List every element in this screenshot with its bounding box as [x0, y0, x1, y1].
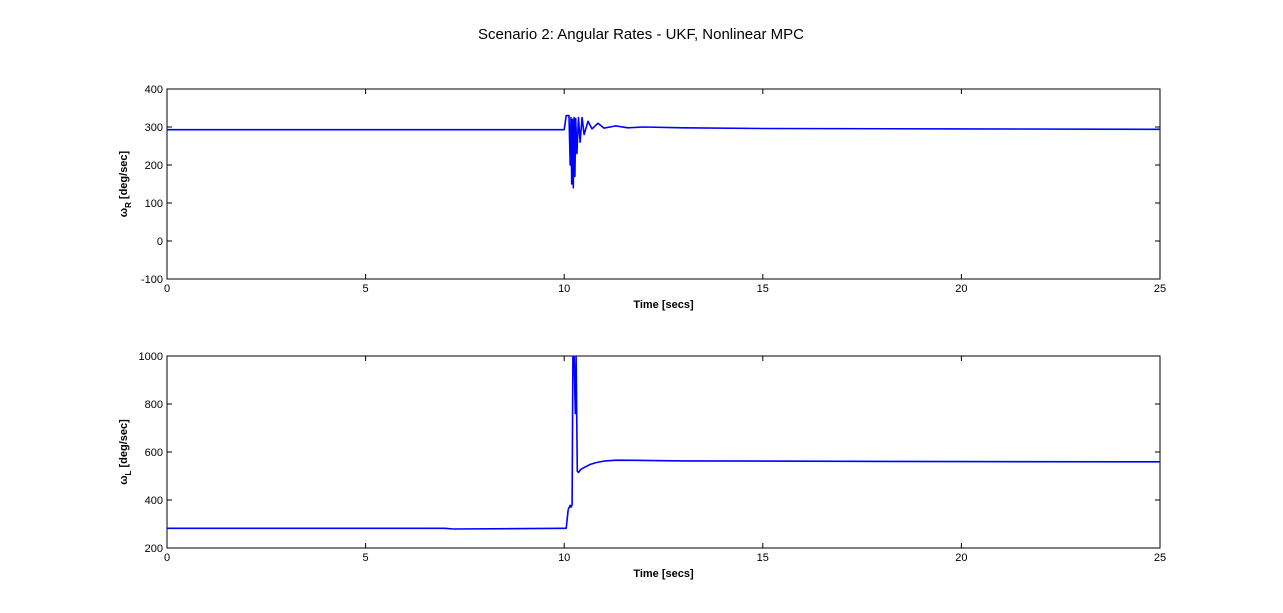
plot-frame	[166, 88, 1161, 280]
x-tick-label: 20	[955, 283, 967, 295]
series-line	[167, 356, 1160, 530]
y-tick-label: 200	[145, 160, 163, 172]
y-tick-label: 800	[145, 399, 163, 411]
y-axis-label-unit: [deg/sec]	[118, 419, 130, 471]
y-axis-label: ωR [deg/sec]	[118, 150, 133, 217]
y-tick-label: 600	[145, 447, 163, 459]
y-tick-label: 100	[145, 198, 163, 210]
x-axis-label: Time [secs]	[633, 568, 694, 580]
y-axis-label: ωL [deg/sec]	[118, 419, 133, 485]
x-tick-label: 25	[1154, 283, 1166, 295]
x-tick-label: 15	[757, 283, 769, 295]
x-tick-label: 5	[363, 283, 369, 295]
series-line	[167, 114, 1160, 189]
x-tick-label: 0	[164, 283, 170, 295]
y-tick-label: 300	[145, 122, 163, 134]
y-tick-label: 400	[145, 84, 163, 96]
y-tick-label: -100	[141, 274, 163, 286]
x-axis-label: Time [secs]	[633, 299, 694, 311]
y-axis-label-subscript: R	[124, 202, 133, 208]
y-tick-label: 200	[145, 543, 163, 555]
x-tick-label: 10	[558, 283, 570, 295]
y-tick-label: 400	[145, 495, 163, 507]
y-axis-label-symbol: ω	[118, 208, 130, 217]
y-axis-label-subscript: L	[124, 470, 133, 475]
x-tick-label: 10	[558, 552, 570, 564]
y-tick-label: 0	[157, 236, 163, 248]
x-tick-label: 5	[363, 552, 369, 564]
y-axis-label-unit: [deg/sec]	[118, 150, 130, 202]
y-tick-label: 1000	[139, 351, 163, 363]
x-tick-label: 0	[164, 552, 170, 564]
x-tick-label: 20	[955, 552, 967, 564]
plot-frame	[166, 355, 1161, 549]
x-tick-label: 25	[1154, 552, 1166, 564]
figure-title: Scenario 2: Angular Rates - UKF, Nonline…	[478, 26, 804, 43]
y-axis-label-symbol: ω	[118, 475, 130, 484]
x-tick-label: 15	[757, 552, 769, 564]
bottom-subplot: 0 5 10 15 20 25 200 400 600 800 1000 Time [secs] ωL …	[118, 351, 1166, 580]
